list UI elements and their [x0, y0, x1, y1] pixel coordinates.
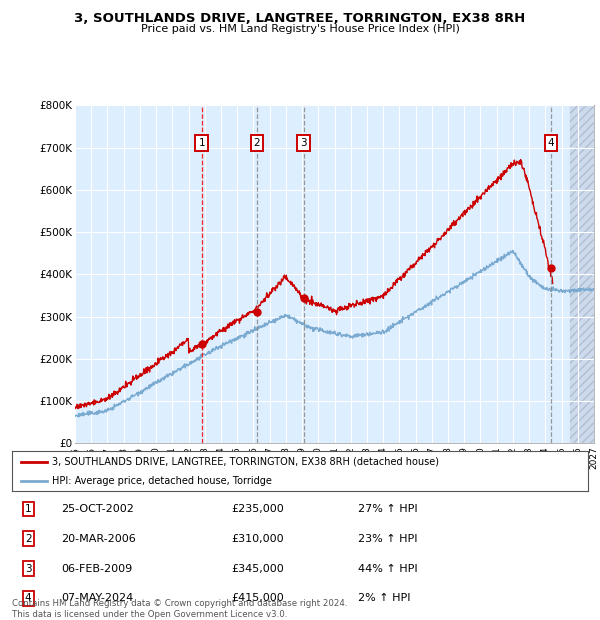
Text: 25-OCT-2002: 25-OCT-2002: [61, 504, 134, 514]
Bar: [569, 105, 594, 443]
Text: 06-FEB-2009: 06-FEB-2009: [61, 564, 132, 574]
Text: 27% ↑ HPI: 27% ↑ HPI: [358, 504, 417, 514]
Text: £235,000: £235,000: [231, 504, 284, 514]
Text: 44% ↑ HPI: 44% ↑ HPI: [358, 564, 417, 574]
Text: 2: 2: [254, 138, 260, 148]
Text: 2% ↑ HPI: 2% ↑ HPI: [358, 593, 410, 603]
Text: 3, SOUTHLANDS DRIVE, LANGTREE, TORRINGTON, EX38 8RH (detached house): 3, SOUTHLANDS DRIVE, LANGTREE, TORRINGTO…: [52, 456, 439, 467]
Text: HPI: Average price, detached house, Torridge: HPI: Average price, detached house, Torr…: [52, 476, 272, 486]
Text: 3, SOUTHLANDS DRIVE, LANGTREE, TORRINGTON, EX38 8RH: 3, SOUTHLANDS DRIVE, LANGTREE, TORRINGTO…: [74, 12, 526, 25]
Text: £310,000: £310,000: [231, 534, 284, 544]
Text: 2: 2: [25, 534, 31, 544]
Text: 1: 1: [199, 138, 205, 148]
Text: 07-MAY-2024: 07-MAY-2024: [61, 593, 133, 603]
Text: 4: 4: [25, 593, 31, 603]
Text: 4: 4: [548, 138, 554, 148]
Text: 3: 3: [25, 564, 31, 574]
Text: Contains HM Land Registry data © Crown copyright and database right 2024.
This d: Contains HM Land Registry data © Crown c…: [12, 600, 347, 619]
Text: 3: 3: [301, 138, 307, 148]
Text: Price paid vs. HM Land Registry's House Price Index (HPI): Price paid vs. HM Land Registry's House …: [140, 24, 460, 33]
Text: £345,000: £345,000: [231, 564, 284, 574]
Text: 20-MAR-2006: 20-MAR-2006: [61, 534, 136, 544]
Text: £415,000: £415,000: [231, 593, 284, 603]
Bar: [569, 105, 594, 443]
Text: 23% ↑ HPI: 23% ↑ HPI: [358, 534, 417, 544]
Text: 1: 1: [25, 504, 31, 514]
